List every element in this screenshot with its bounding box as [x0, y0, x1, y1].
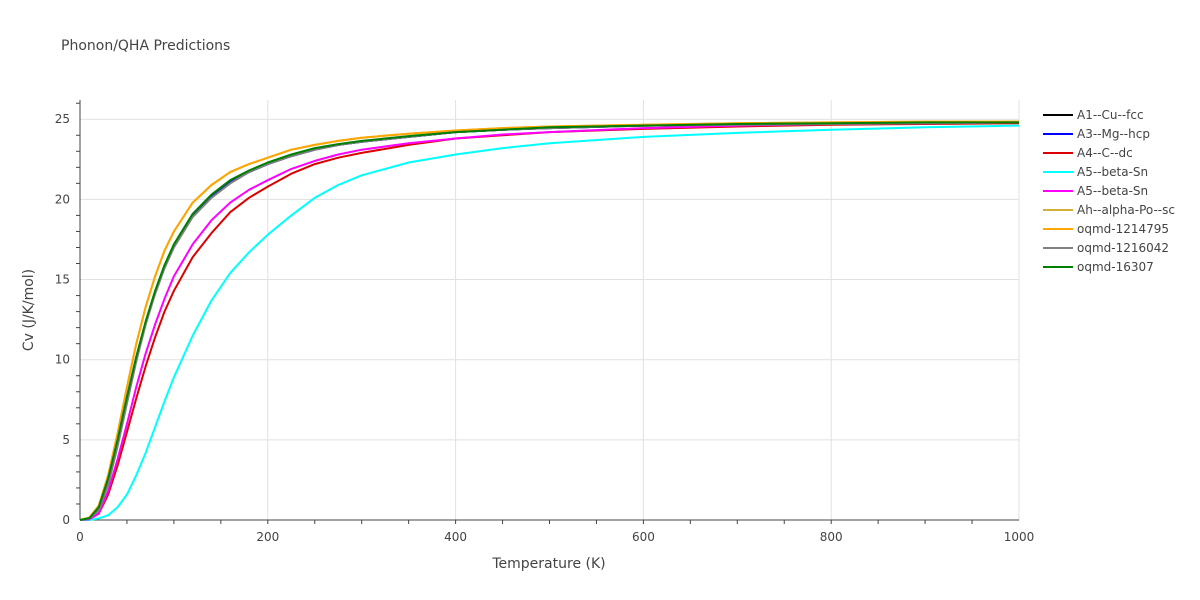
legend-item-8[interactable]: oqmd-16307 [1043, 260, 1154, 274]
legend-label: A5--beta-Sn [1077, 165, 1148, 179]
legend-label: A3--Mg--hcp [1077, 127, 1150, 141]
y-axis-ticks: 0 5 10 15 20 25 [55, 102, 80, 527]
series-line-0 [79, 121, 1020, 521]
legend-label: oqmd-16307 [1077, 260, 1154, 274]
y-tick-label: 20 [55, 192, 70, 206]
legend-label: A1--Cu--fcc [1077, 108, 1144, 122]
legend-item-1[interactable]: A3--Mg--hcp [1043, 127, 1150, 141]
x-tick-label: 1000 [1004, 530, 1035, 544]
legend-label: A5--beta-Sn [1077, 184, 1148, 198]
y-axis-label: Cv (J/K/mol) [21, 269, 37, 351]
legend-item-7[interactable]: oqmd-1216042 [1043, 241, 1169, 255]
series-line-3 [80, 124, 1020, 521]
legend-item-0[interactable]: A1--Cu--fcc [1043, 108, 1144, 122]
series-line-4 [79, 121, 1020, 521]
y-tick-label: 25 [55, 112, 70, 126]
series-line-1 [79, 121, 1020, 521]
y-tick-label: 15 [55, 273, 70, 287]
x-tick-label: 600 [632, 530, 655, 544]
y-tick-label: 0 [62, 513, 70, 527]
x-axis-ticks: 0 200 400 600 800 1000 [76, 520, 1034, 544]
x-tick-label: 0 [76, 530, 84, 544]
x-axis-label: Temperature (K) [491, 556, 605, 572]
series-line-7 [79, 121, 1020, 521]
legend-item-2[interactable]: A4--C--dc [1043, 146, 1133, 160]
y-tick-label: 10 [55, 353, 70, 367]
legend-item-3[interactable]: A5--beta-Sn [1043, 165, 1148, 179]
legend-item-4[interactable]: A5--beta-Sn [1043, 184, 1148, 198]
x-tick-label: 800 [820, 530, 843, 544]
y-tick-label: 5 [62, 433, 70, 447]
series-line-5 [79, 120, 1019, 521]
legend-item-6[interactable]: oqmd-1214795 [1043, 222, 1169, 236]
chart-title: Phonon/QHA Predictions [61, 38, 230, 54]
x-tick-label: 400 [444, 530, 467, 544]
legend-label: oqmd-1214795 [1077, 222, 1169, 236]
legend-item-5[interactable]: Ah--alpha-Po--sc [1043, 203, 1175, 217]
series-line-6 [79, 120, 1019, 521]
legend-label: A4--C--dc [1077, 146, 1133, 160]
grid [79, 100, 1020, 521]
x-tick-label: 200 [256, 530, 279, 544]
legend-label: Ah--alpha-Po--sc [1077, 203, 1175, 217]
series-line-2 [79, 122, 1020, 521]
legend-label: oqmd-1216042 [1077, 241, 1169, 255]
series-line-8 [79, 121, 1019, 521]
plot-area [79, 120, 1020, 521]
legend[interactable]: A1--Cu--fcc A3--Mg--hcp A4--C--dc A5--beta-… [1043, 108, 1175, 274]
